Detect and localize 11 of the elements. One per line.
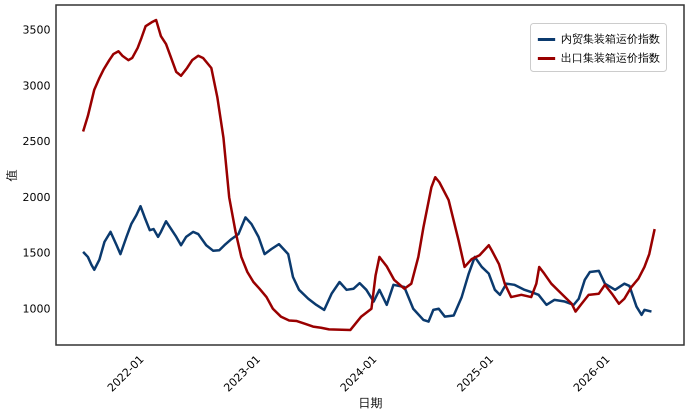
y-tick-label: 2000	[22, 190, 50, 204]
line-series	[82, 204, 653, 323]
legend-label: 内贸集装箱运价指数	[561, 32, 660, 46]
legend-label: 出口集装箱运价指数	[561, 52, 660, 64]
y-tick-label: 3500	[22, 24, 50, 37]
y-tick-label: 1500	[22, 246, 50, 260]
y-tick-label: 2500	[22, 135, 50, 148]
x-axis-title: 日期	[358, 396, 382, 410]
y-tick-label: 3000	[22, 79, 50, 92]
y-axis-title: 值	[4, 170, 19, 182]
y-tick-label: 1000	[22, 302, 50, 316]
